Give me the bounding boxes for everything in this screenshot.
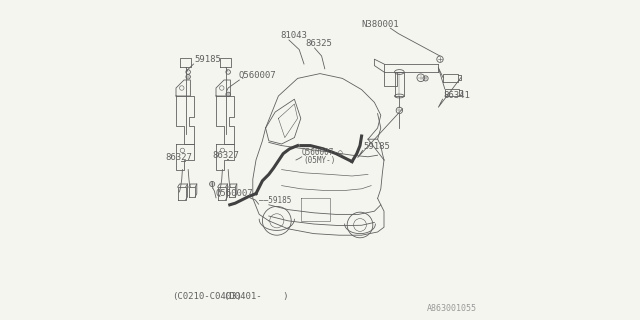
Text: 86341: 86341: [443, 91, 470, 100]
Text: Q560007-○: Q560007-○: [302, 148, 344, 157]
Text: (D0401-    ): (D0401- ): [224, 292, 289, 301]
Text: 86325: 86325: [306, 39, 332, 48]
Text: N380001: N380001: [361, 20, 399, 29]
Text: 86327: 86327: [212, 151, 239, 160]
Text: 59185: 59185: [364, 142, 390, 151]
Text: 86327: 86327: [165, 153, 192, 162]
Text: 81043: 81043: [280, 31, 307, 40]
Text: (05MY-): (05MY-): [303, 156, 335, 164]
Text: ——59185: ——59185: [259, 196, 292, 205]
Text: A863001055: A863001055: [428, 304, 477, 313]
Text: (C0210-C0403): (C0210-C0403): [172, 292, 242, 301]
Text: 59185: 59185: [195, 55, 221, 64]
Text: Q560007: Q560007: [215, 189, 253, 198]
Text: Q560007: Q560007: [239, 71, 276, 80]
